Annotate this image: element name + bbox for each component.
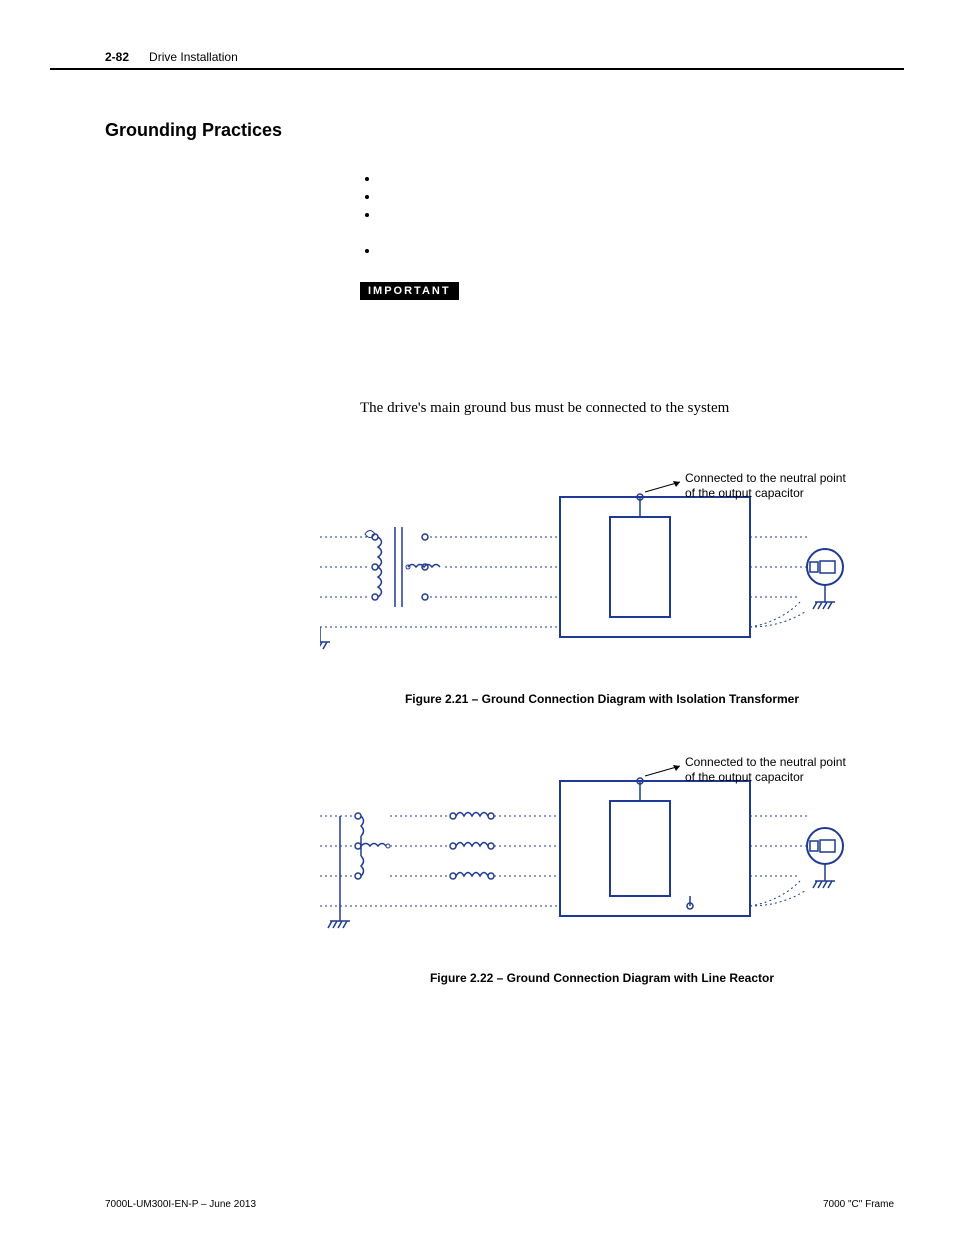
diagram-isolation-transformer: Connected to the neutral point of the ou… <box>320 467 870 667</box>
diagram-annotation-line2: of the output capacitor <box>685 770 804 784</box>
bullet-item <box>380 207 844 225</box>
page-number: 2-82 <box>50 50 129 64</box>
bullet-item <box>380 189 844 207</box>
diagram-annotation-line1: Connected to the neutral point <box>685 756 846 769</box>
diagram-annotation-line2: of the output capacitor <box>685 486 804 500</box>
bullet-item <box>380 171 844 189</box>
page-header: 2-82 Drive Installation <box>50 50 904 70</box>
important-badge: IMPORTANT <box>360 282 459 300</box>
figure-caption-1: Figure 2.21 – Ground Connection Diagram … <box>360 692 844 706</box>
bullet-item <box>380 243 844 261</box>
page-footer: 7000L-UM300I-EN-P – June 2013 7000 "C" F… <box>105 1199 894 1210</box>
footer-left: 7000L-UM300I-EN-P – June 2013 <box>105 1199 256 1210</box>
footer-right: 7000 "C" Frame <box>823 1199 894 1210</box>
page-container: 2-82 Drive Installation Grounding Practi… <box>0 0 954 1235</box>
bullet-list <box>380 171 844 261</box>
diagram-annotation-line1: Connected to the neutral point <box>685 471 846 485</box>
diagram-line-reactor: Connected to the neutral point of the ou… <box>320 756 870 946</box>
body-paragraph: The drive's main ground bus must be conn… <box>360 400 844 417</box>
content-area: IMPORTANT The drive's main ground bus mu… <box>360 171 844 985</box>
figure-caption-2: Figure 2.22 – Ground Connection Diagram … <box>360 971 844 985</box>
chapter-title: Drive Installation <box>149 50 238 64</box>
section-heading: Grounding Practices <box>105 120 904 141</box>
